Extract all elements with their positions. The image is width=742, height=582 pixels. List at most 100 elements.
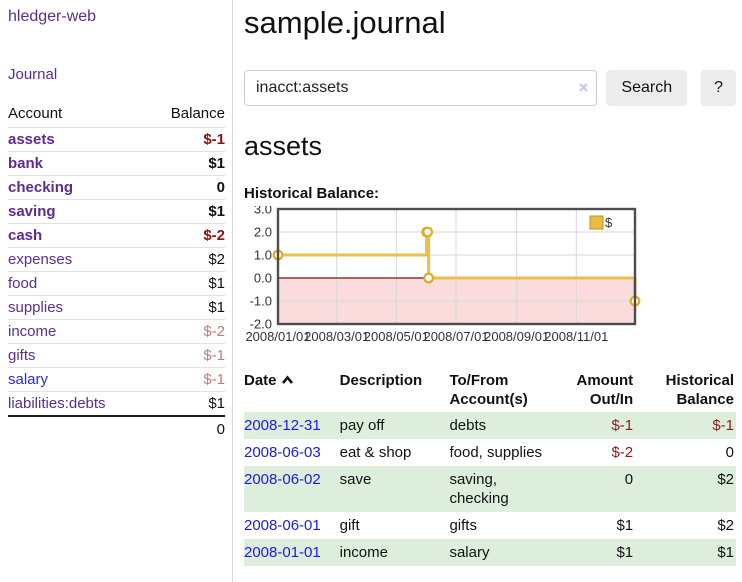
chart-point[interactable]	[423, 272, 435, 284]
search-button[interactable]: Search	[606, 70, 688, 106]
account-link-saving[interactable]: saving	[8, 203, 56, 220]
legend-swatch	[589, 215, 604, 230]
register-header-description: Description	[339, 372, 423, 389]
register-row: 2008-12-31 pay off debts $-1 $-1	[244, 412, 736, 439]
register-date-link[interactable]: 2008-06-01	[244, 517, 321, 534]
register-header-date[interactable]: Date	[244, 368, 340, 412]
account-link-gifts[interactable]: gifts	[8, 347, 36, 364]
register-accounts: saving, checking	[449, 471, 509, 507]
app-title-link[interactable]: hledger-web	[8, 8, 97, 25]
account-balance: $-1	[147, 127, 225, 152]
account-row: bank $1	[8, 151, 225, 176]
search-input[interactable]	[244, 70, 598, 106]
account-link-food[interactable]: food	[8, 275, 38, 292]
account-row: gifts $-1	[8, 343, 225, 368]
x-tick-label: 2008/05/01	[364, 329, 429, 344]
account-link-cash[interactable]: cash	[8, 227, 43, 244]
accounts-total-value: 0	[8, 415, 225, 442]
register-date-link[interactable]: 2008-06-02	[244, 471, 321, 488]
account-link-salary[interactable]: salary	[8, 371, 49, 388]
account-balance: $-1	[147, 367, 225, 392]
account-row: income $-2	[8, 319, 225, 344]
sidebar-item-journal[interactable]: Journal	[8, 66, 58, 83]
account-balance: 0	[147, 175, 225, 200]
register-description: eat & shop	[339, 444, 412, 461]
register-table: Date Description To/From Account(s) Amou…	[244, 368, 736, 566]
account-row: food $1	[8, 271, 225, 296]
account-row: checking 0	[8, 175, 225, 200]
register-row: 2008-06-02 save saving, checking 0 $2	[244, 466, 736, 512]
account-balance: $-2	[147, 223, 225, 248]
register-date-link[interactable]: 2008-06-03	[244, 444, 321, 461]
accounts-header-balance: Balance	[147, 102, 225, 128]
account-balance: $2	[147, 247, 225, 272]
sidebar: hledger-web Journal Account Balance asse…	[0, 0, 233, 582]
account-balance: $1	[147, 391, 225, 417]
register-balance: $2	[717, 471, 734, 488]
accounts-total-row: 0	[8, 415, 225, 442]
register-date-link[interactable]: 2008-12-31	[244, 417, 321, 434]
y-tick-label: 2.0	[254, 225, 272, 240]
register-row: 2008-06-03 eat & shop food, supplies $-2 0	[244, 439, 736, 466]
account-row: expenses $2	[8, 247, 225, 272]
x-tick-label: 2008/07/01	[423, 329, 488, 344]
register-amount: $-1	[611, 417, 634, 434]
chart-point[interactable]	[422, 226, 434, 238]
register-header-balance: Historical Balance	[665, 372, 734, 408]
account-link-checking[interactable]: checking	[8, 179, 74, 196]
account-row: salary $-1	[8, 367, 225, 392]
register-date-link[interactable]: 2008-01-01	[244, 544, 321, 561]
clear-search-icon[interactable]: ×	[578, 78, 589, 97]
register-header-accounts: To/From Account(s)	[449, 372, 528, 408]
register-accounts: food, supplies	[449, 444, 543, 461]
register-accounts: gifts	[449, 517, 477, 534]
y-tick-label: 3.0	[254, 206, 272, 217]
historical-balance-chart: $3.0 2.0 1.0 0.0 -1.0 -2.0 2008/01/01 2008/03/0…	[244, 202, 736, 354]
y-tick-label: 1.0	[254, 248, 272, 263]
register-balance: $-1	[712, 417, 734, 434]
register-amount: $1	[616, 544, 634, 561]
register-accounts: salary	[449, 544, 490, 561]
register-header-amount: Amount Out/In	[576, 372, 634, 408]
chart-svg: $3.0 2.0 1.0 0.0 -1.0 -2.02008/01/012008/03/0…	[245, 202, 641, 344]
main-panel: sample.journal × Search ? assets Histori…	[234, 0, 742, 582]
account-link-supplies[interactable]: supplies	[8, 299, 64, 316]
accounts-table: Account Balance assets $-1 bank $1 checking 0…	[8, 102, 225, 442]
account-balance: $1	[147, 199, 225, 224]
account-link-assets[interactable]: assets	[8, 131, 55, 148]
page-title: sample.journal	[244, 5, 446, 40]
y-tick-label: 0.0	[254, 271, 272, 286]
register-amount: $-2	[611, 444, 634, 461]
account-link-liabilities:debts[interactable]: liabilities:debts	[8, 395, 106, 412]
y-tick-label: -1.0	[250, 294, 272, 309]
account-row: liabilities:debts $1	[8, 391, 225, 417]
register-balance: $1	[717, 544, 734, 561]
x-tick-label: 2008/03/01	[304, 329, 369, 344]
x-tick-label: 2008/11/01	[544, 329, 608, 344]
register-description: gift	[339, 517, 360, 534]
account-row: supplies $1	[8, 295, 225, 320]
search-help-button[interactable]: ?	[701, 70, 736, 106]
account-row: cash $-2	[8, 223, 225, 248]
register-description: pay off	[339, 417, 385, 434]
account-row: saving $1	[8, 199, 225, 224]
account-link-bank[interactable]: bank	[8, 155, 44, 172]
register-amount: 0	[624, 471, 634, 488]
account-link-income[interactable]: income	[8, 323, 57, 340]
register-balance: 0	[725, 444, 734, 461]
register-description: income	[339, 544, 388, 561]
account-link-expenses[interactable]: expenses	[8, 251, 73, 268]
x-tick-label: 2008/01/01	[245, 329, 310, 344]
account-heading: assets	[244, 131, 323, 161]
account-balance: $-1	[147, 343, 225, 368]
account-balance: $1	[147, 271, 225, 296]
sort-ascending-icon	[281, 371, 294, 390]
accounts-header-account: Account	[8, 102, 148, 128]
register-row: 2008-06-01 gift gifts $1 $2	[244, 512, 736, 539]
account-balance: $-2	[147, 319, 225, 344]
account-balance: $1	[147, 151, 225, 176]
register-accounts: debts	[449, 417, 487, 434]
chart-heading: Historical Balance:	[244, 185, 380, 202]
register-balance: $2	[717, 517, 734, 534]
register-amount: $1	[616, 517, 634, 534]
